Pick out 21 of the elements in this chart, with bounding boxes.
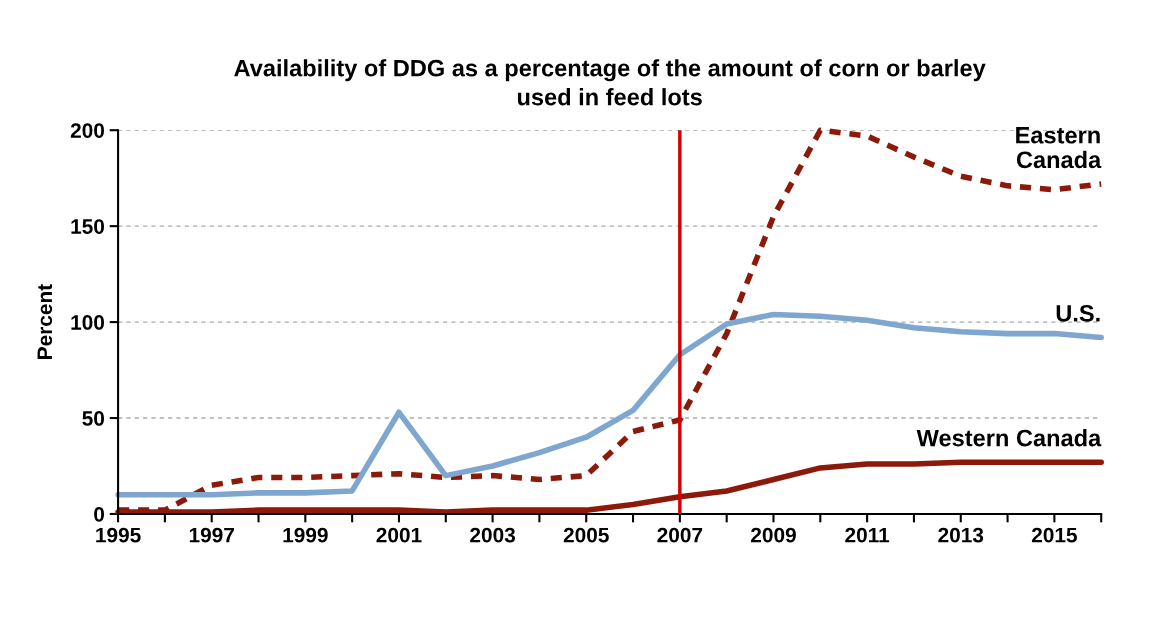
y-tick-label: 0: [94, 506, 105, 522]
x-tick-label: 1999: [283, 527, 328, 543]
y-axis-title: Percent: [37, 284, 53, 359]
x-tick-label: 1995: [96, 527, 141, 543]
x-tick-label: 2005: [563, 527, 609, 543]
x-tick-label: 2003: [470, 527, 516, 543]
x-tick-label: 2007: [657, 527, 703, 543]
y-tick-label: 150: [71, 219, 105, 234]
y-tick-label: 200: [70, 123, 105, 138]
x-tick-label: 2013: [938, 527, 984, 543]
y-tick-label: 50: [82, 411, 105, 426]
series-label: U.S.: [1056, 304, 1100, 322]
y-tick-label: 100: [71, 315, 105, 330]
x-tick-label: 2011: [845, 527, 890, 543]
series-label: Western Canada: [916, 429, 1102, 447]
x-tick-label: 2015: [1031, 527, 1077, 543]
series-label: Eastern Canada: [1016, 127, 1102, 169]
x-tick-label: 2009: [751, 527, 796, 543]
x-tick-label: 1997: [189, 527, 234, 543]
chart-title: Availability of DDG as a percentage of the amount of corn or barley used in feed lots: [234, 59, 986, 106]
x-tick-label: 2001: [376, 527, 422, 543]
